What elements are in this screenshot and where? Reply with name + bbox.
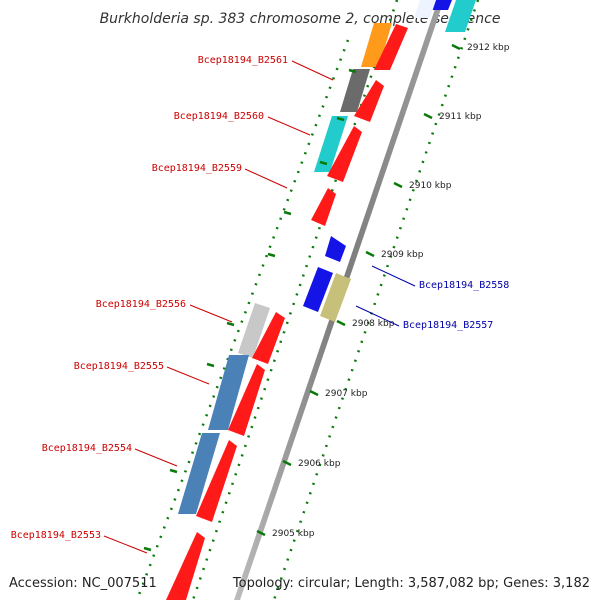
kbp-tick-mark [451,43,461,51]
track-dash [319,160,328,166]
kbp-tick-label: 2912 kbp [467,43,510,53]
gene-b2560-cog-b[interactable] [314,116,348,172]
topology-summary: Topology: circular; Length: 3,587,082 bp… [232,576,590,591]
gene-top-blue[interactable] [432,0,452,10]
gene-leader-line [189,304,233,323]
map-title: Burkholderia sp. 383 chromosome 2, compl… [100,11,501,27]
track-dash [206,362,215,368]
gene-b2554-cds[interactable] [196,440,237,522]
kbp-tick-label: 2906 kbp [298,459,341,469]
gene-b2553-cds[interactable] [166,532,205,600]
gene-b2556-cog[interactable] [238,303,270,358]
gene-label[interactable]: Bcep18194_B2560 [174,111,264,122]
track-dash [169,468,178,474]
gene-top-white[interactable] [414,0,436,18]
gene-label[interactable]: Bcep18194_B2561 [198,55,288,66]
gene-b2559-cds[interactable] [311,188,336,226]
gene-b2557-a[interactable] [303,267,333,312]
gene-label[interactable]: Bcep18194_B2558 [419,280,509,291]
gene-b2557-b[interactable] [320,273,351,322]
gene-leader-line [371,265,416,287]
accession-label: Accession: NC_007511 [9,576,157,591]
gene-label[interactable]: Bcep18194_B2557 [403,320,493,331]
gene-label[interactable]: Bcep18194_B2556 [96,299,186,310]
kbp-tick-label: 2909 kbp [381,250,424,260]
gene-b2561-cog[interactable] [361,23,392,67]
gene-b2561-cds[interactable] [374,24,408,70]
kbp-tick-mark [393,181,403,189]
kbp-tick-mark [256,529,266,537]
gene-label[interactable]: Bcep18194_B2555 [74,361,164,372]
gene-label[interactable]: Bcep18194_B2559 [152,163,242,174]
gene-b2560-cds-b[interactable] [327,126,362,182]
gene-b2555-cog[interactable] [208,355,249,430]
kbp-tick-label: 2907 kbp [325,389,368,399]
track-dash [283,210,292,216]
gene-b2556-cds[interactable] [252,312,285,364]
gene-b2560-cog-a[interactable] [340,69,370,112]
kbp-tick-mark [336,319,346,327]
gene-top-cyan[interactable] [445,0,476,32]
gene-b2560-cds-a[interactable] [354,80,384,122]
gene-label[interactable]: Bcep18194_B2554 [42,443,132,454]
track-dash [267,252,276,258]
track-dash [226,321,235,327]
dotted-track-outer [191,0,399,600]
kbp-tick-mark [365,250,375,258]
gene-label[interactable]: Bcep18194_B2553 [11,530,101,541]
kbp-tick-mark [309,389,319,397]
kbp-tick-label: 2910 kbp [409,181,452,191]
kbp-tick-label: 2905 kbp [272,529,315,539]
gene-b2554-cog[interactable] [178,433,220,514]
kbp-tick-label: 2908 kbp [352,319,395,329]
gene-leader-line [267,116,311,136]
dotted-track-left [135,39,350,600]
gene-leader-line [166,366,210,385]
kbp-tick-mark [282,459,292,467]
gene-leader-line [244,168,288,189]
gene-leader-line [355,305,400,327]
gene-leader-line [134,448,178,467]
gene-leader-line [291,60,334,81]
kbp-tick-label: 2911 kbp [439,112,482,122]
gene-b2558[interactable] [325,236,346,262]
kbp-tick-mark [423,112,433,120]
kbp-ticks: 2912 kbp 2911 kbp 2910 kbp 2909 kbp 2908 kbp… [143,43,510,552]
track-dash [336,116,345,122]
gene-leader-line [103,535,148,554]
gene-b2555-cds[interactable] [228,364,265,436]
track-dash [348,68,357,74]
track-dash [143,546,152,552]
gene-labels: Bcep18194_B2561 Bcep18194_B2560 Bcep18194_… [11,55,509,554]
